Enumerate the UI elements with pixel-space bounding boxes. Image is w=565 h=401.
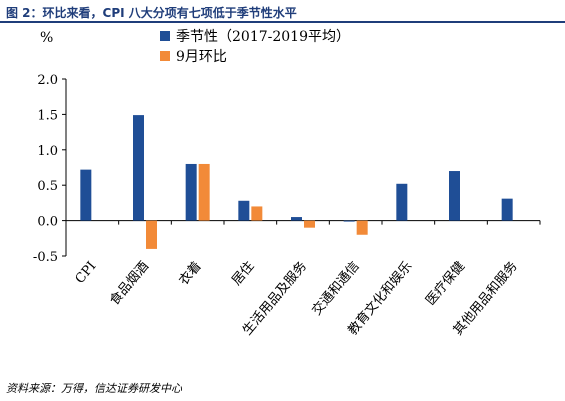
y-tick-label: 2.0 — [37, 73, 58, 88]
y-tick-label: -0.5 — [33, 250, 58, 265]
y-tick-label: 1.5 — [37, 108, 58, 123]
y-tick-label: 0.0 — [37, 215, 58, 230]
x-tick-label: 医疗保健 — [423, 259, 468, 308]
bar-seasonal — [449, 171, 460, 221]
legend-label-seasonal: 季节性（2017-2019平均） — [176, 29, 350, 45]
bar-seasonal — [133, 115, 144, 221]
figure-title: 图 2：环比来看，CPI 八大分项有七项低于季节性水平 — [6, 6, 297, 20]
bar-seasonal — [501, 198, 513, 221]
x-tick-label: 交通和通信 — [309, 258, 363, 318]
bar-seasonal — [80, 169, 92, 221]
x-tick-label: 居住 — [229, 259, 257, 289]
y-axis-unit: % — [40, 30, 54, 46]
bar-seasonal — [396, 183, 408, 221]
title-divider — [0, 21, 565, 23]
legend-item-seasonal: 季节性（2017-2019平均） — [160, 26, 350, 46]
bar-september — [356, 220, 368, 235]
legend-swatch-september — [160, 51, 170, 61]
bar-september — [198, 163, 210, 221]
bar-seasonal — [185, 163, 197, 221]
bar-september — [304, 220, 315, 228]
source-note: 资料来源：万得，信达证券研发中心 — [6, 382, 182, 395]
bar-seasonal — [343, 220, 355, 222]
bar-september — [251, 206, 263, 221]
y-tick-label: 1.0 — [37, 144, 58, 159]
x-tick-label: 衣着 — [176, 258, 205, 288]
legend: 季节性（2017-2019平均） 9月环比 — [160, 26, 350, 66]
x-tick-label: 食品烟酒 — [106, 258, 152, 308]
x-tick-label: CPI — [73, 259, 100, 287]
y-tick-label: 0.5 — [37, 179, 58, 194]
legend-item-september: 9月环比 — [160, 46, 350, 66]
legend-label-september: 9月环比 — [176, 49, 227, 65]
bar-seasonal — [238, 200, 250, 221]
bar-september — [146, 220, 157, 249]
legend-swatch-seasonal — [160, 31, 170, 41]
bar-seasonal — [291, 217, 302, 221]
